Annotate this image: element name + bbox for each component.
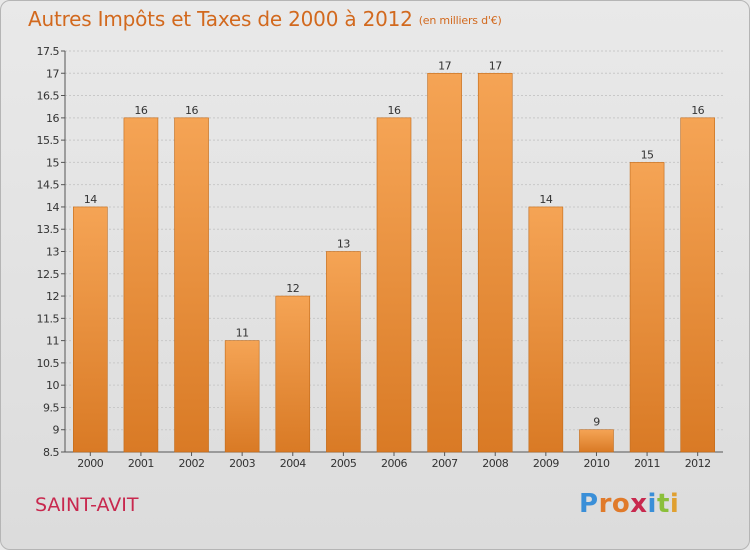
bar-2007 (427, 72, 462, 453)
bar-2008 (477, 72, 513, 453)
bar-2012 (680, 117, 715, 453)
y-tick-label: 12.5 (37, 268, 60, 281)
bar-2004 (275, 295, 311, 453)
y-tick-label: 15.5 (37, 134, 60, 147)
x-tick-label: 2003 (229, 457, 255, 470)
proxiti-logo: Proxiti (579, 489, 679, 519)
logo-letter: P (579, 489, 599, 519)
logo-letter: r (598, 489, 612, 519)
bar-2002 (174, 117, 209, 453)
y-tick-label: 14 (46, 201, 59, 214)
data-label: 17 (489, 59, 502, 72)
bar-2006 (376, 117, 412, 453)
bar-2005 (326, 251, 361, 453)
bar-2003 (224, 340, 260, 453)
logo-letter: x (630, 489, 648, 519)
x-tick-label: 2002 (179, 457, 205, 470)
x-tick-label: 2008 (482, 457, 508, 470)
y-tick-label: 8.5 (43, 446, 59, 459)
x-tick-label: 2009 (533, 457, 559, 470)
x-tick-label: 2000 (77, 457, 103, 470)
bars (73, 72, 715, 453)
data-label: 9 (593, 416, 600, 429)
data-label: 15 (641, 148, 654, 161)
logo-letter: i (669, 489, 680, 519)
data-label: 16 (691, 104, 704, 117)
y-tick-label: 10 (46, 379, 59, 392)
y-tick-label: 16 (46, 112, 59, 125)
y-tick-label: 14.5 (37, 179, 60, 192)
data-label: 16 (185, 104, 198, 117)
x-tick-label: 2005 (330, 457, 356, 470)
bar-2011 (629, 162, 665, 453)
y-tick-label: 17 (46, 67, 59, 80)
y-tick-label: 12 (46, 290, 59, 303)
y-tick-label: 9 (53, 424, 60, 437)
bar-2001 (123, 117, 159, 453)
chart-title-unit: (en milliers d'€) (418, 14, 502, 27)
logo-letter: i (647, 489, 657, 519)
y-tick-label: 9.5 (43, 401, 59, 414)
bar-2000 (73, 206, 108, 453)
y-tick-label: 10.5 (37, 357, 60, 370)
y-tick-label: 16.5 (37, 90, 60, 103)
y-tick-label: 15 (46, 156, 59, 169)
logo-letter: o (611, 489, 631, 519)
bar-2010 (579, 429, 614, 453)
x-tick-label: 2010 (583, 457, 609, 470)
data-label: 14 (539, 193, 552, 206)
x-tick-label: 2007 (432, 457, 458, 470)
logo-letter: t (656, 489, 670, 519)
data-label: 14 (84, 193, 97, 206)
data-label: 12 (286, 282, 299, 295)
chart-title: Autres Impôts et Taxes de 2000 à 2012 (en… (28, 7, 502, 31)
y-tick-label: 13 (46, 246, 59, 259)
x-tick-label: 2011 (634, 457, 660, 470)
y-tick-label: 13.5 (37, 223, 60, 236)
x-tick-label: 2001 (128, 457, 154, 470)
labels: 14 2000 16 2001 16 2002 11 2003 12 2004 13 2005 16 20… (77, 59, 711, 470)
bar-2009 (528, 206, 564, 453)
data-label: 16 (388, 104, 401, 117)
y-tick-label: 11.5 (37, 312, 60, 325)
y-tick-label: 11 (46, 335, 59, 348)
data-label: 13 (337, 238, 350, 251)
data-label: 11 (236, 327, 249, 340)
commune-name: SAINT-AVIT (35, 494, 139, 516)
data-label: 16 (134, 104, 147, 117)
chart-title-main: Autres Impôts et Taxes de 2000 à 2012 (28, 7, 413, 31)
y-tick-label: 17.5 (37, 45, 60, 58)
x-tick-label: 2006 (381, 457, 407, 470)
x-tick-label: 2004 (280, 457, 306, 470)
x-tick-label: 2012 (685, 457, 711, 470)
data-label: 17 (438, 59, 451, 72)
